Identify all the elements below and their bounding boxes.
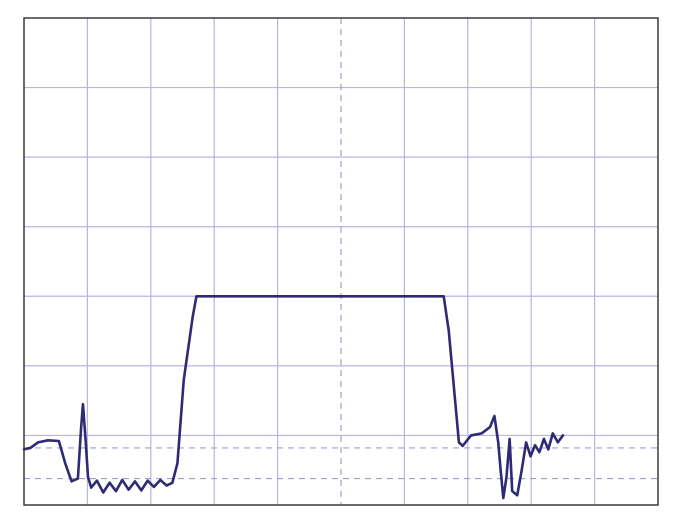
dashed-reference-lines (24, 18, 658, 505)
signal-trace-group (22, 294, 565, 500)
signal-trace (22, 294, 565, 500)
plot-frame (23, 17, 659, 506)
